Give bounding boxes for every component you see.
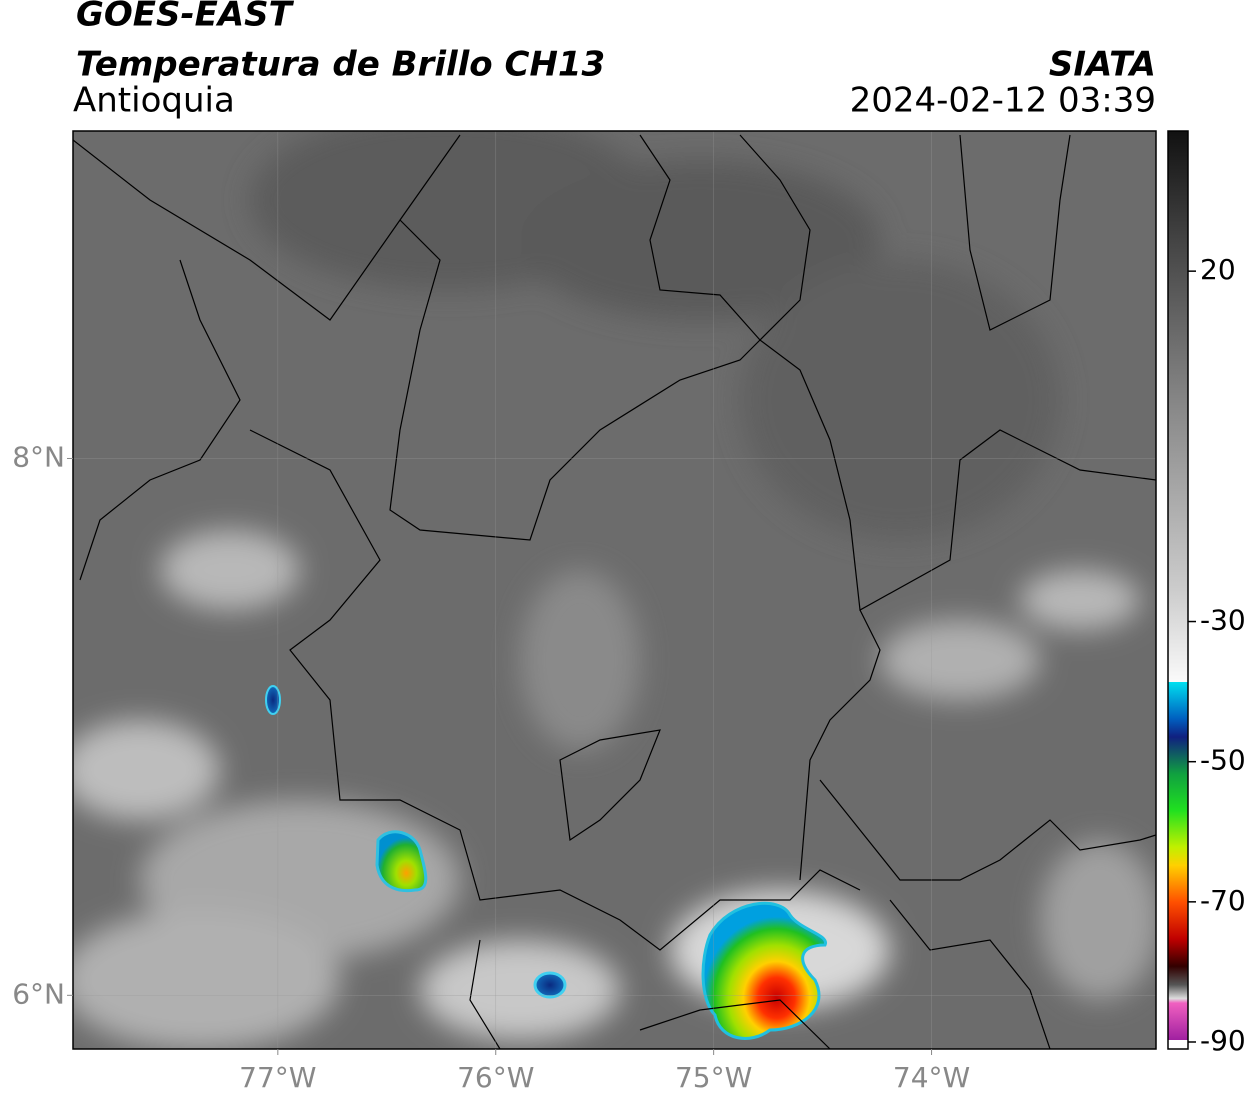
datetime: 2024-02-12 03:39: [850, 81, 1156, 121]
colorbar-tick-label: -90: [1200, 1024, 1246, 1057]
subtitle: Temperatura de Brillo CH13: [76, 45, 605, 85]
x-tick-label: 75°W: [675, 1061, 752, 1094]
map-frame: [72, 130, 1157, 1050]
region: Antioquia: [73, 81, 235, 121]
colorbar-tick-label: 20: [1200, 253, 1236, 286]
y-tick-label: 6°N: [12, 977, 65, 1010]
colorbar-tick-label: -30: [1200, 604, 1246, 637]
colorbar-tick-label: -50: [1200, 744, 1246, 777]
source: SIATA: [1049, 45, 1156, 85]
y-tick-label: 8°N: [12, 440, 65, 473]
x-tick-label: 77°W: [239, 1061, 316, 1094]
colorbar-tick-label: -70: [1200, 884, 1246, 917]
x-tick-label: 76°W: [457, 1061, 534, 1094]
grid: [73, 131, 1156, 1049]
boundaries: [73, 134, 1156, 1049]
x-tick-label: 74°W: [893, 1061, 970, 1094]
convection: [265, 685, 827, 1040]
map-image: [73, 131, 1156, 1049]
colorbar: [1167, 130, 1189, 1050]
title: GOES-EAST: [76, 0, 295, 35]
